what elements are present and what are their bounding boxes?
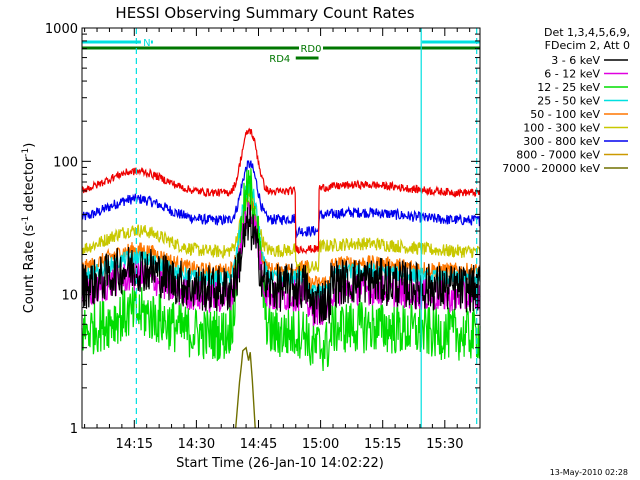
chart-title: HESSI Observing Summary Count Rates [115,4,414,22]
flag-label-rd4: RD4 [269,54,290,65]
series-line-50-100-kev [81,197,481,292]
y-label-part: Count Rate (s [22,225,37,314]
legend-header-line: Det 1,3,4,5,6,9, [544,26,630,39]
legend-label: 100 - 300 keV [523,122,600,135]
x-tick-label: 15:30 [426,437,463,452]
plot-frame [81,27,481,429]
legend-label: 3 - 6 keV [551,54,600,67]
legend-label: 300 - 800 keV [523,135,600,148]
y-axis-label: Count Rate (s-1 detector-1) [21,143,37,314]
legend: Det 1,3,4,5,6,9, FDecim 2, Att 0 3 - 6 k… [502,26,630,175]
x-axis-label: Start Time (26-Jan-10 14:02:22) [176,456,384,471]
y-tick-label: 100 [53,155,78,170]
footer-timestamp: 13-May-2010 02:28 [550,468,628,477]
legend-label: 12 - 25 keV [537,81,600,94]
marker-layer [135,28,478,428]
flag-label-bg [267,52,292,63]
series-line-100-300-kev [81,187,481,274]
legend-header-line: FDecim 2, Att 0 [545,39,630,52]
flag-layer: N RD0 RD4 [82,36,480,65]
y-label-sup: -1 [21,216,31,225]
x-tick-label: 14:15 [116,437,153,452]
series-line-red [81,127,481,255]
legend-label: 6 - 12 keV [544,68,600,81]
legend-label: 7000 - 20000 keV [502,162,600,175]
flag-label-n: N [143,38,150,49]
flag-label-bg [299,42,323,53]
x-axis-ticks: 14:15 14:30 14:45 15:00 15:15 15:30 [84,28,471,452]
legend-label: 800 - 7000 keV [516,149,600,162]
series-line-7000-20000-kev [235,346,256,429]
x-tick-label: 14:30 [178,437,215,452]
series-line-3-6-kev [81,204,481,324]
flag-label-rd0: RD0 [300,44,321,55]
x-tick-label: 14:45 [240,437,277,452]
series-layer [81,127,481,429]
flag-label-bg [140,36,151,47]
y-label-part: detector [22,156,37,216]
y-tick-label: 1 [70,422,78,437]
y-axis-ticks: 1 10 100 1000 [45,22,480,437]
series-line-12-25-kev [81,168,481,372]
y-tick-label: 10 [61,289,78,304]
y-label-part: ) [22,143,37,148]
series-line-300-800-kev [81,159,481,239]
y-label-sup: -1 [21,148,31,157]
x-tick-label: 15:00 [302,437,339,452]
legend-label: 50 - 100 keV [530,108,600,121]
x-tick-label: 15:15 [364,437,401,452]
y-tick-label: 1000 [45,22,78,37]
legend-label: 25 - 50 keV [537,95,600,108]
